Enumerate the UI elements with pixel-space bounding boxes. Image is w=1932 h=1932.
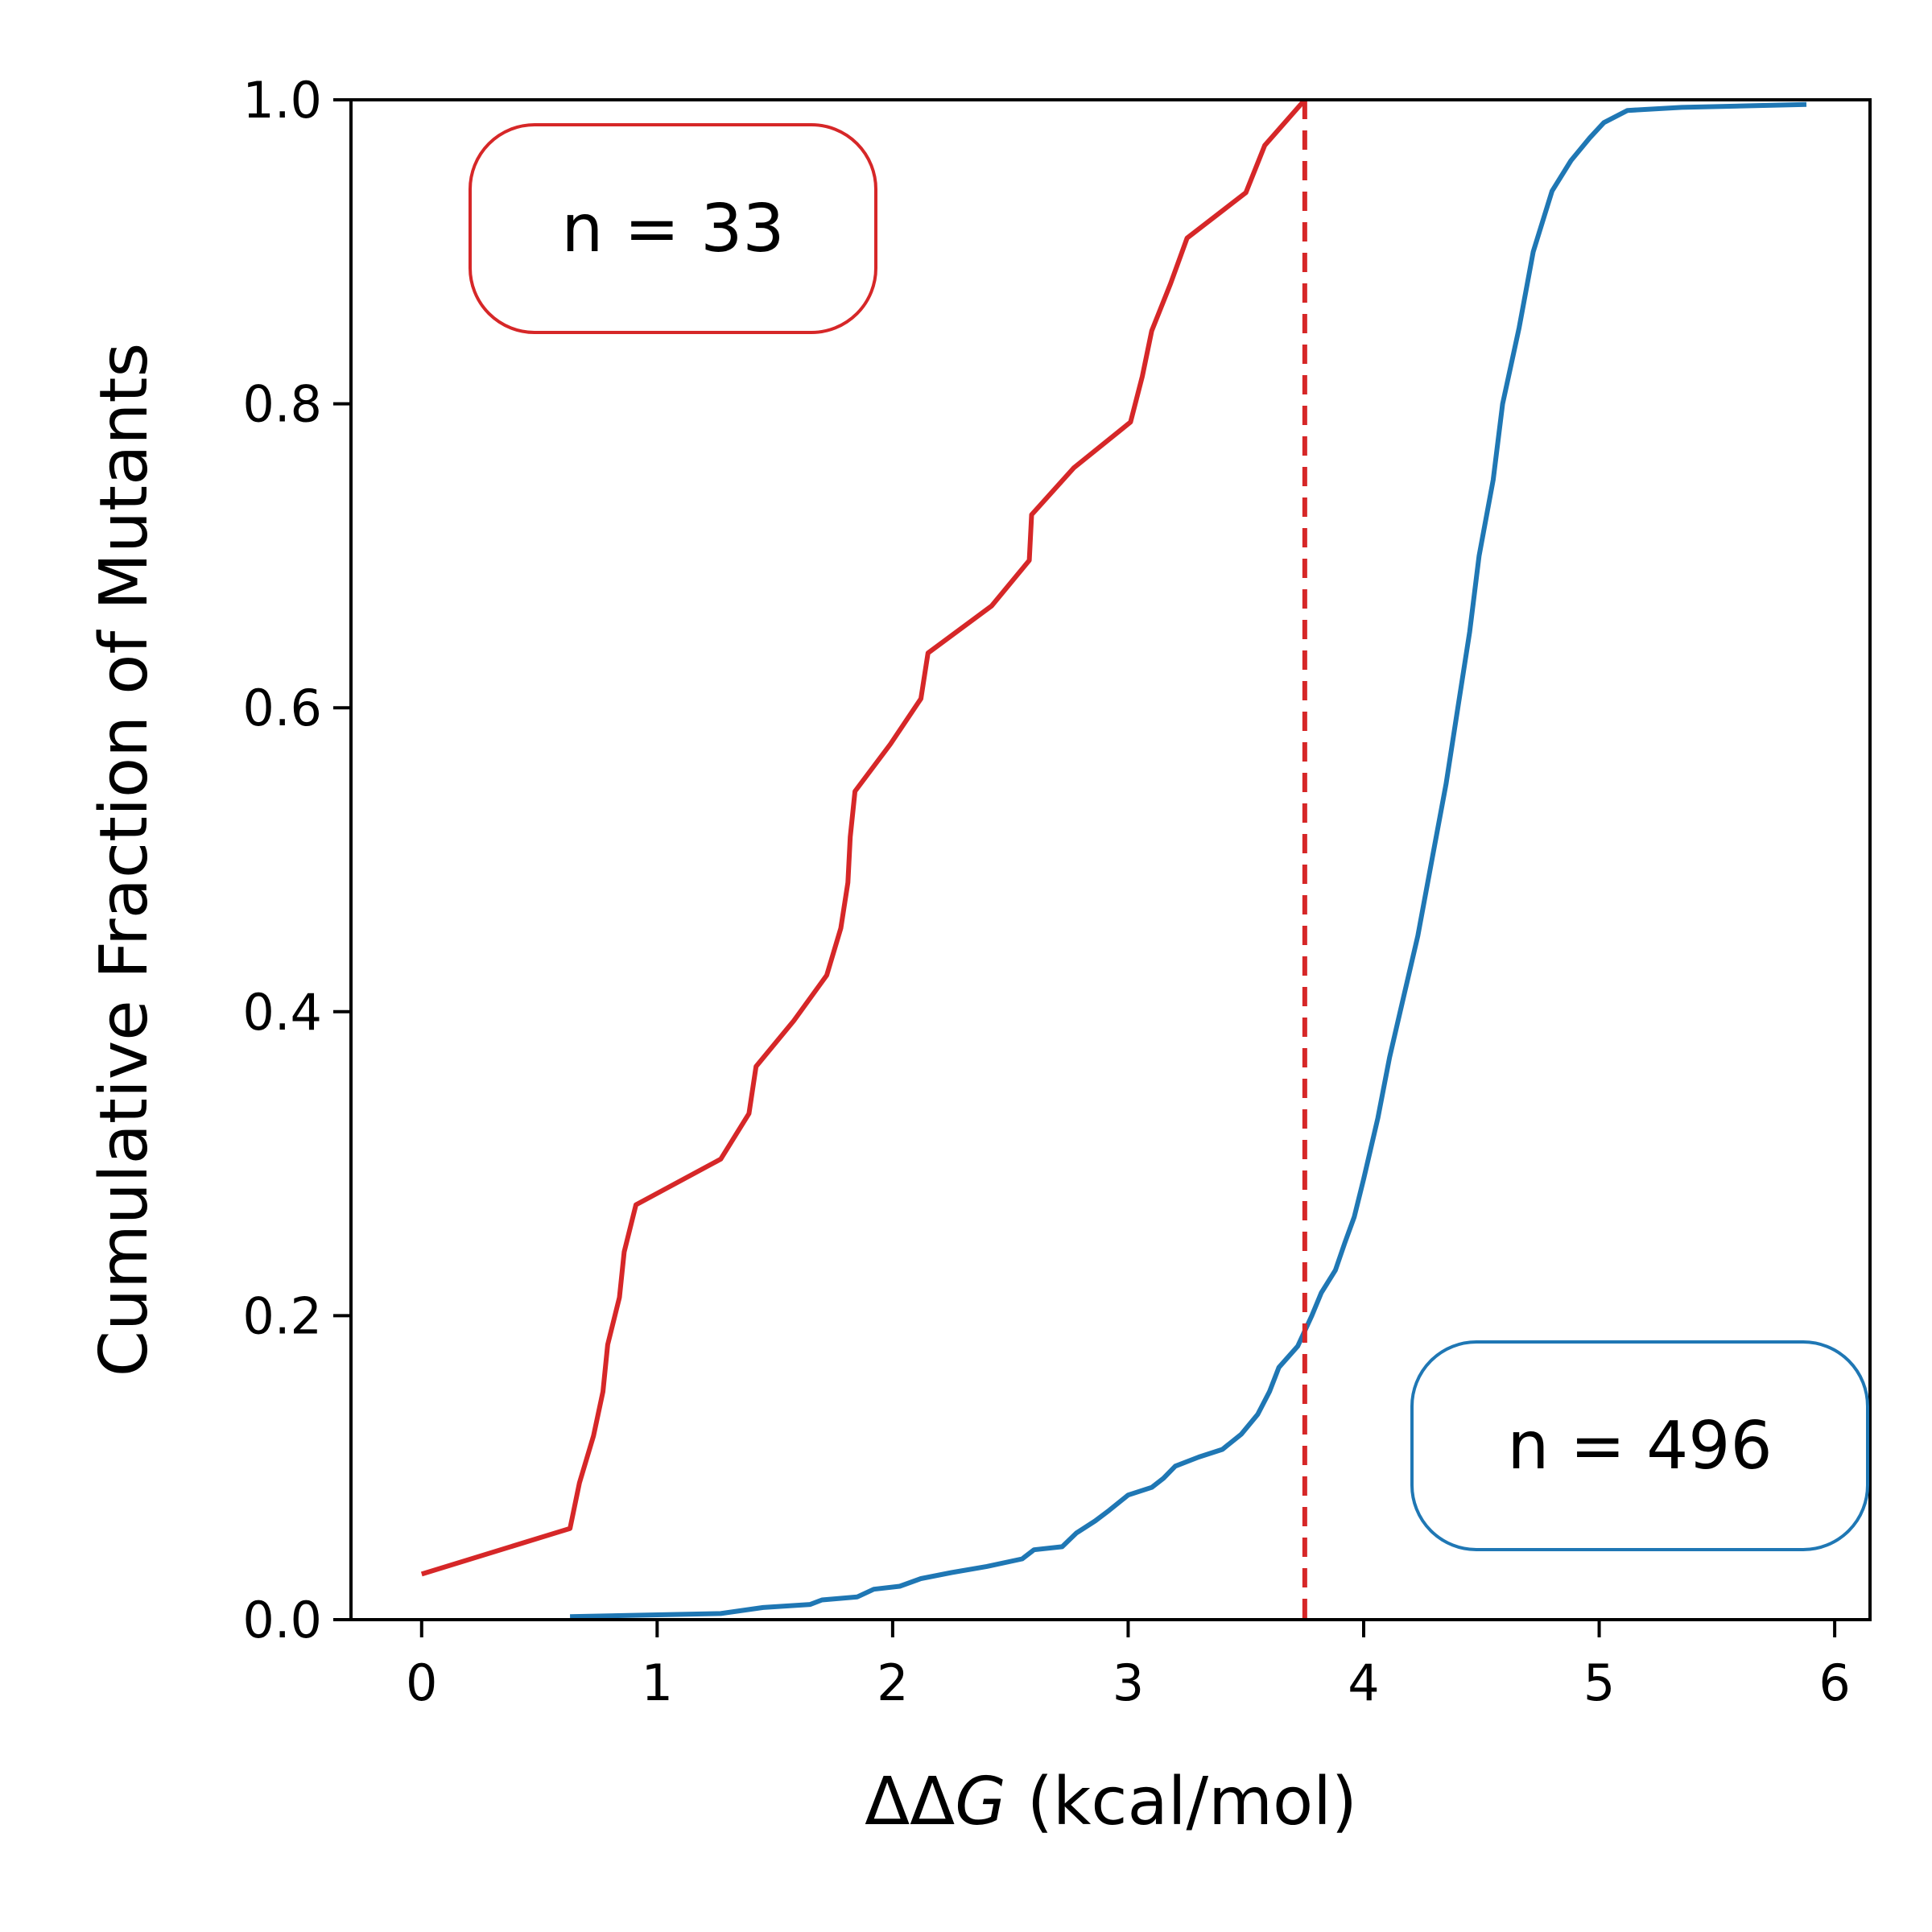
x-axis-ticks: 0 1 2 3 4 5 6: [406, 1620, 1851, 1712]
annotation-blue-label: n = 496: [1507, 1408, 1772, 1484]
y-axis-ticks: 0.0 0.2 0.4 0.6 0.8 1.0: [242, 71, 351, 1649]
x-tick-label: 3: [1113, 1653, 1144, 1712]
x-tick-label: 4: [1348, 1653, 1379, 1712]
y-tick-label: 0.8: [242, 375, 322, 434]
y-tick-label: 0.2: [242, 1286, 322, 1345]
series-line-0: [420, 100, 1307, 1577]
x-tick-label: 6: [1818, 1653, 1850, 1712]
x-tick-label: 5: [1583, 1653, 1615, 1712]
series-line-1: [570, 101, 1807, 1620]
y-tick-label: 1.0: [242, 71, 322, 130]
y-axis-title: Cumulative Fraction of Mutants: [86, 343, 163, 1377]
x-axis-title: ΔΔG (kcal/mol): [865, 1764, 1357, 1840]
x-tick-label: 0: [406, 1653, 437, 1712]
series-layer: [420, 100, 1807, 1620]
annotation-box-red: n = 33: [469, 123, 877, 334]
y-tick-label: 0.0: [242, 1591, 322, 1649]
x-tick-label: 2: [877, 1653, 908, 1712]
y-tick-label: 0.6: [242, 679, 322, 737]
y-tick-label: 0.4: [242, 983, 322, 1042]
axes-frame: [349, 98, 1872, 1621]
annotation-box-blue: n = 496: [1410, 1340, 1869, 1551]
annotation-red-label: n = 33: [561, 191, 784, 267]
x-tick-label: 1: [642, 1653, 673, 1712]
